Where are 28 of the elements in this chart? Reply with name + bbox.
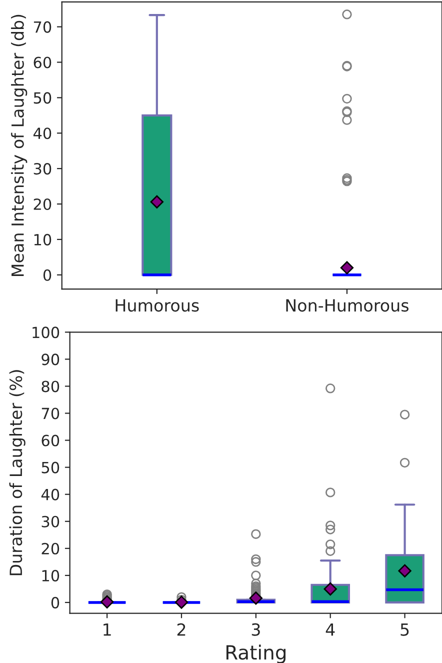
y-tick-label: 60 (34, 56, 52, 68)
x-tick-label: 3 (252, 623, 260, 636)
y-tick-label: 70 (34, 21, 52, 33)
y-tick-label: 20 (42, 542, 60, 554)
y-tick-label: 40 (41, 488, 60, 500)
y-tick-label: 50 (42, 462, 60, 474)
y-tick-label: 0 (43, 269, 52, 281)
y-tick-label: 90 (42, 354, 60, 366)
y-tick-label: 40 (33, 128, 52, 140)
y-tick-label: 30 (34, 163, 52, 175)
y-tick-label: 20 (34, 198, 52, 210)
y-axis-title: Mean Intensity of Laughter (db) (11, 14, 28, 276)
y-tick-label: 60 (42, 434, 60, 446)
y-tick-label: 10 (34, 234, 52, 246)
x-tick-label: 2 (177, 623, 186, 636)
y-tick-label: 10 (42, 570, 60, 582)
y-tick-label: 50 (34, 92, 52, 104)
y-axis-title: Duration of Laughter (%) (9, 370, 26, 576)
y-tick-label: 70 (42, 408, 60, 420)
x-tick-label: Humorous (116, 299, 199, 312)
y-tick-label: 100 (32, 326, 60, 338)
y-tick-label: 80 (42, 380, 60, 392)
x-tick-label: 5 (400, 624, 409, 636)
y-tick-label: 0 (51, 596, 60, 608)
x-tick-label: 4 (326, 624, 335, 636)
x-tick-label: Non-Humorous (286, 299, 408, 312)
y-tick-label: 30 (42, 516, 60, 528)
x-tick-label: 1 (104, 624, 111, 636)
